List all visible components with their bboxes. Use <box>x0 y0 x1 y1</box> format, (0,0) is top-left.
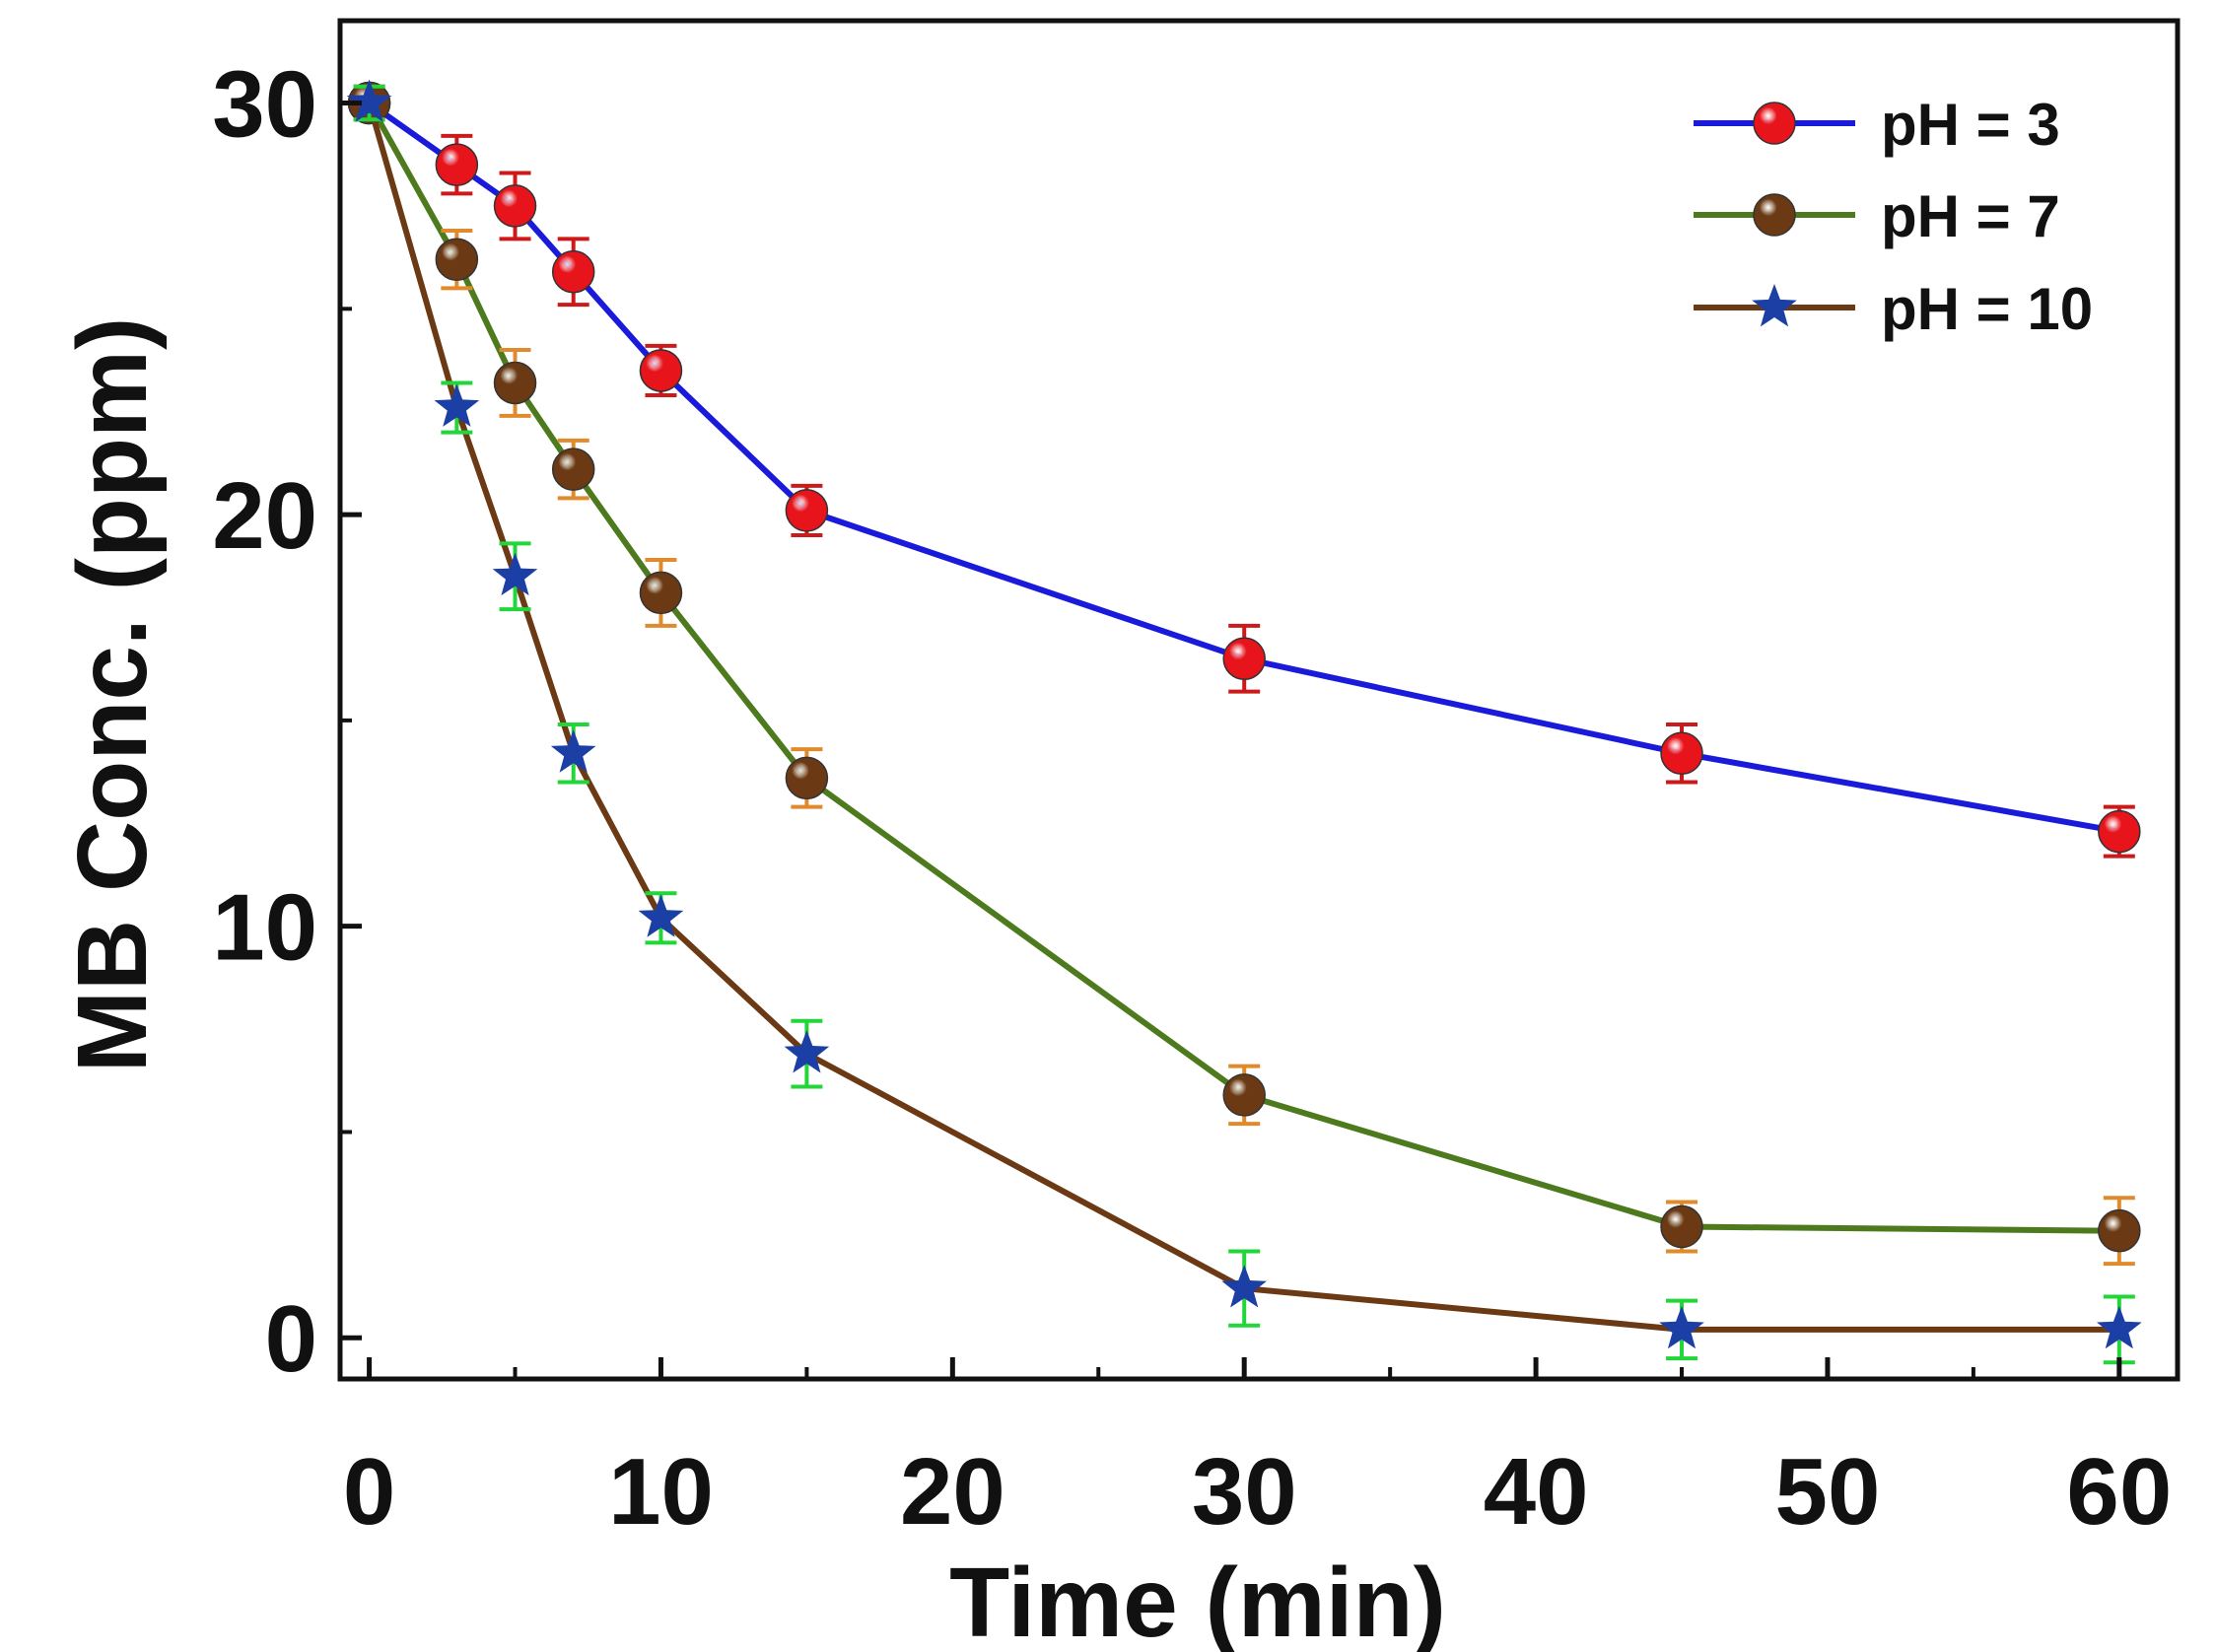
legend-marker-shape <box>1753 193 1796 237</box>
legend: pH = 3 pH = 7 pH = 10 <box>1694 92 2093 342</box>
y-tick-label: 30 <box>212 52 317 158</box>
x-tick-label: 40 <box>1484 1439 1589 1545</box>
data-point <box>551 447 595 491</box>
x-tick-label: 10 <box>608 1439 714 1545</box>
legend-marker-ph7 <box>1753 193 1796 237</box>
legend-marker-shape <box>1752 284 1797 327</box>
data-point <box>493 184 537 228</box>
y-tick-label: 10 <box>212 875 317 981</box>
data-point <box>638 894 684 937</box>
data-point <box>785 756 829 800</box>
x-axis-label: Time (min) <box>949 1548 1446 1652</box>
data-point <box>1222 637 1266 680</box>
data-point <box>435 238 479 281</box>
data-point <box>1660 1205 1703 1249</box>
legend-item-ph10: pH = 10 <box>1694 276 2093 342</box>
x-tick-label: 50 <box>1775 1439 1881 1545</box>
legend-marker-shape <box>1753 102 1796 145</box>
data-point <box>784 1030 830 1073</box>
data-point <box>492 552 538 596</box>
data-point <box>1660 731 1703 776</box>
data-point <box>1221 1265 1267 1308</box>
data-point <box>551 249 595 294</box>
data-point <box>435 143 479 186</box>
legend-label-ph3: pH = 3 <box>1881 92 2060 158</box>
data-point <box>785 489 829 532</box>
data-point <box>2098 1208 2141 1253</box>
x-tick-label: 60 <box>2066 1439 2172 1545</box>
data-point <box>639 349 683 392</box>
legend-marker-ph3 <box>1753 102 1796 145</box>
data-point <box>493 361 537 405</box>
y-tick-label: 20 <box>212 463 317 569</box>
series-3-line <box>366 102 2119 1333</box>
series-2 <box>347 81 2141 1267</box>
legend-label-ph7: pH = 7 <box>1881 183 2060 249</box>
data-point <box>1222 1073 1266 1117</box>
y-axis-label: MB Conc. (ppm) <box>57 317 168 1073</box>
data-point <box>2097 1305 2142 1349</box>
y-tick-label: 0 <box>265 1286 317 1392</box>
data-point <box>346 79 392 122</box>
plot-series <box>346 79 2142 1365</box>
data-point <box>1659 1305 1704 1349</box>
data-point <box>2098 809 2141 854</box>
series-3 <box>346 79 2142 1365</box>
axis-ticks: 0 10 20 30 40 50 60 0 10 20 30 <box>212 52 2172 1545</box>
legend-item-ph3: pH = 3 <box>1694 92 2060 158</box>
x-tick-label: 20 <box>900 1439 1005 1545</box>
legend-label-ph10: pH = 10 <box>1881 276 2093 342</box>
data-point <box>434 383 480 427</box>
x-tick-label: 30 <box>1192 1439 1297 1545</box>
legend-item-ph7: pH = 7 <box>1694 183 2060 249</box>
plot-frame <box>337 18 2181 1382</box>
data-point <box>550 729 596 773</box>
x-tick-label: 0 <box>343 1439 395 1545</box>
data-point <box>639 571 683 615</box>
legend-marker-ph10 <box>1752 284 1797 327</box>
series-1-line <box>367 101 2120 835</box>
series-1 <box>347 81 2141 859</box>
